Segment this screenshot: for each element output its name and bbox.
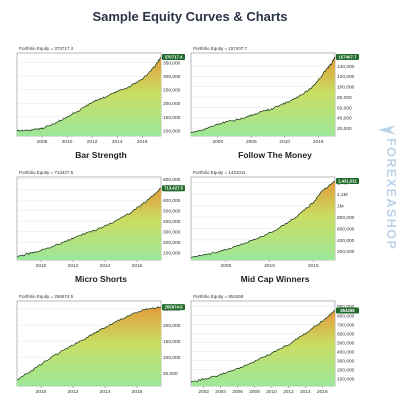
y-tick-label: 20,000 <box>337 126 352 132</box>
chart-caption-micro-shorts: Micro Shorts <box>16 274 186 284</box>
y-tick-label: 400,000 <box>337 349 355 355</box>
series-label: Portfolio Equity = 854268 <box>193 294 244 299</box>
y-tick-label: 300,000 <box>163 229 181 235</box>
y-tick-label: 200,000 <box>163 101 181 107</box>
y-tick-label: 1.2M <box>337 192 348 198</box>
y-tick-label: 800,000 <box>337 313 355 319</box>
y-tick-label: 300,000 <box>337 358 355 364</box>
series-label: Portfolio Equity = 255974.5 <box>19 294 74 299</box>
y-tick-label: 600,000 <box>337 226 355 232</box>
y-tick-label: 100,000 <box>163 128 181 134</box>
x-tick-label: 2000 <box>212 139 223 145</box>
y-tick-label: 800,000 <box>337 215 355 221</box>
y-tick-label: 80,000 <box>337 95 352 101</box>
series-label: Portfolio Equity = 157407.7 <box>193 46 248 51</box>
y-tick-label: 200,000 <box>337 368 355 374</box>
y-tick-label: 100,000 <box>337 377 355 383</box>
chart-caption-follow-the-money: Follow The Money <box>190 150 360 160</box>
y-tick-label: 120,000 <box>337 74 355 80</box>
x-tick-label: 2010 <box>36 389 47 395</box>
last-value-label: 854268 <box>340 308 355 313</box>
airplane-icon <box>376 122 398 138</box>
x-tick-label: 2016 <box>137 139 148 145</box>
y-tick-label: 300,000 <box>163 74 181 80</box>
last-value-label: 255974.5 <box>165 305 184 310</box>
last-value-label: 1,431,011 <box>338 178 357 183</box>
series-label: Portfolio Equity = 373717.4 <box>19 46 74 51</box>
y-tick-label: 250,000 <box>163 88 181 94</box>
x-tick-label: 2016 <box>132 389 143 395</box>
watermark: FOREXEASHOP <box>376 122 398 272</box>
series-label: Portfolio Equity = 713427.5 <box>19 170 74 175</box>
y-tick-label: 400,000 <box>163 219 181 225</box>
y-tick-label: 500,000 <box>163 208 181 214</box>
x-tick-label: 2010 <box>62 139 73 145</box>
x-tick-label: 2014 <box>100 263 111 269</box>
x-tick-label: 2015 <box>308 263 319 269</box>
y-tick-label: 400,000 <box>337 238 355 244</box>
y-tick-label: 100,000 <box>337 85 355 91</box>
y-tick-label: 800,000 <box>163 177 181 183</box>
x-tick-label: 2012 <box>68 263 79 269</box>
y-tick-label: 600,000 <box>337 331 355 337</box>
x-tick-label: 2002 <box>198 389 209 395</box>
equity-chart-bottom-right: 100,000 200,000 300,000 400,000 500,000 600,0… <box>189 292 361 396</box>
x-tick-label: 2012 <box>68 389 79 395</box>
equity-chart-follow-the-money: 20,000 40,000 60,000 80,000 100,000 120,000 14… <box>189 44 361 146</box>
equity-chart-mid-cap-winners: 200,000400,000600,000800,0001M1.2M1.4M20… <box>189 168 361 270</box>
chart-caption-mid-cap-winners: Mid Cap Winners <box>190 274 360 284</box>
x-tick-label: 2004 <box>215 389 226 395</box>
x-tick-label: 2010 <box>279 139 290 145</box>
y-tick-label: 50,000 <box>163 371 178 377</box>
x-tick-label: 2005 <box>221 263 232 269</box>
last-value-label: 157407.7 <box>339 54 358 59</box>
x-tick-label: 2016 <box>317 389 328 395</box>
page-title: Sample Equity Curves & Charts <box>0 9 380 24</box>
y-tick-label: 100,000 <box>163 250 181 256</box>
y-tick-label: 200,000 <box>163 240 181 246</box>
x-tick-label: 2015 <box>313 139 324 145</box>
x-tick-label: 2014 <box>100 389 111 395</box>
x-tick-label: 2005 <box>246 139 257 145</box>
y-tick-label: 40,000 <box>337 116 352 122</box>
series-label: Portfolio Equity = 1431011 <box>193 170 246 175</box>
x-tick-label: 2010 <box>266 389 277 395</box>
x-tick-label: 2010 <box>264 263 275 269</box>
x-tick-label: 2010 <box>36 263 47 269</box>
y-tick-label: 200,000 <box>337 249 355 255</box>
x-tick-label: 2008 <box>249 389 260 395</box>
equity-chart-micro-shorts: 100,000 200,000 300,000 400,000 500,000 600,0… <box>15 168 187 270</box>
x-tick-label: 2016 <box>132 263 143 269</box>
x-tick-label: 2006 <box>232 389 243 395</box>
x-tick-label: 2012 <box>87 139 98 145</box>
last-value-label: 713,427.5 <box>164 186 184 191</box>
y-tick-label: 700,000 <box>337 322 355 328</box>
y-tick-label: 100,000 <box>163 355 181 361</box>
y-tick-label: 500,000 <box>337 340 355 346</box>
y-tick-label: 200,000 <box>163 323 181 329</box>
y-tick-label: 600,000 <box>163 198 181 204</box>
x-tick-label: 2014 <box>112 139 123 145</box>
y-tick-label: 150,000 <box>163 339 181 345</box>
watermark-text: FOREXEASHOP <box>376 138 398 250</box>
x-tick-label: 2008 <box>37 139 48 145</box>
y-tick-label: 350,000 <box>163 60 181 66</box>
y-tick-label: 60,000 <box>337 105 352 111</box>
y-tick-label: 1M <box>337 203 344 209</box>
x-tick-label: 2014 <box>300 389 311 395</box>
equity-chart-bar-strength: 100,000 150,000 200,000 250,000 300,000 350,0… <box>15 44 187 146</box>
y-tick-label: 150,000 <box>163 115 181 121</box>
x-tick-label: 2012 <box>283 389 294 395</box>
chart-caption-bar-strength: Bar Strength <box>16 150 186 160</box>
last-value-label: 370717.4 <box>165 54 184 59</box>
y-tick-label: 140,000 <box>337 64 355 70</box>
